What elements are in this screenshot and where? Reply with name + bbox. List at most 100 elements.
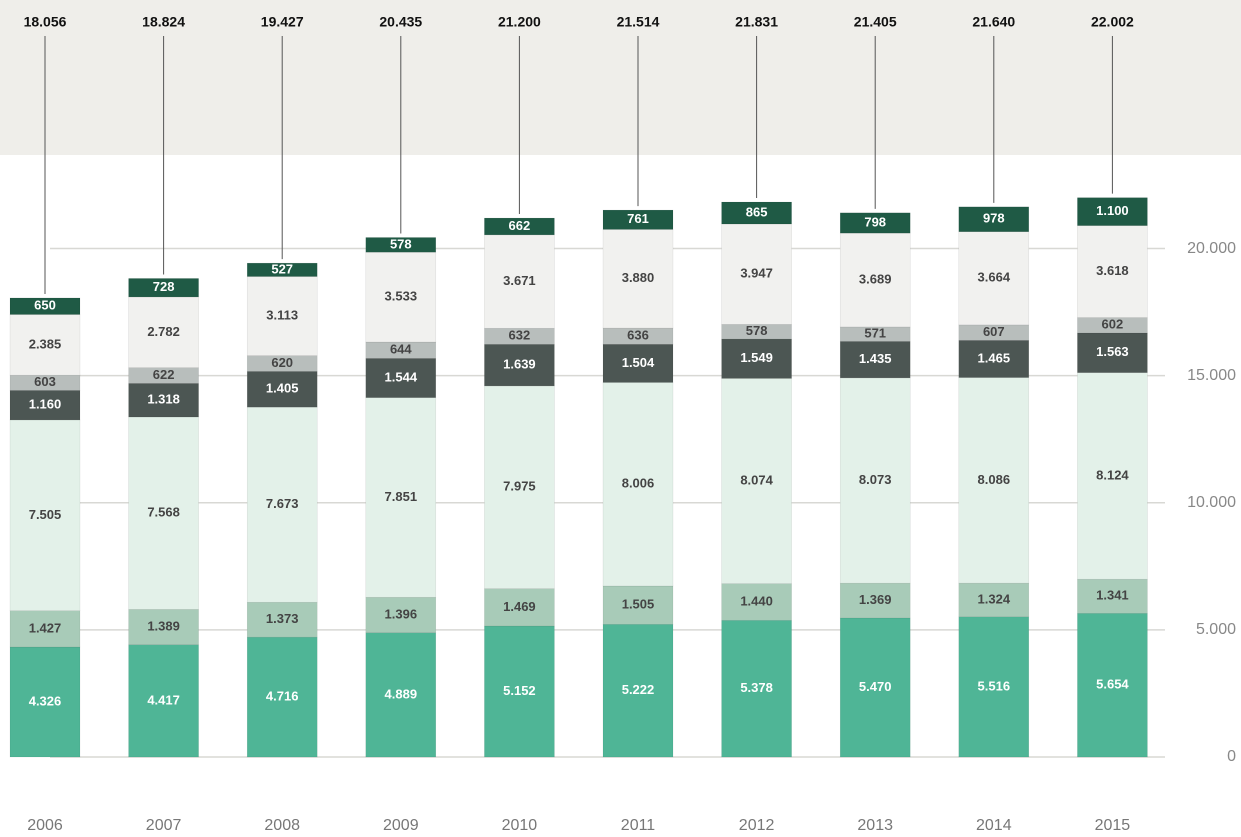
value-label: 632	[509, 328, 531, 343]
bar-segment	[484, 234, 555, 329]
value-label: 1.396	[385, 606, 418, 621]
bar-segment	[602, 209, 674, 230]
value-label: 603	[34, 374, 56, 389]
total-label: 21.640	[972, 14, 1015, 30]
value-label: 1.639	[503, 357, 536, 372]
bar-segment	[128, 383, 199, 418]
value-label: 2.782	[147, 324, 180, 339]
bar-segment	[128, 644, 199, 758]
bar-segment	[9, 390, 81, 421]
top-band	[0, 0, 1241, 155]
bar-segment	[9, 297, 81, 315]
value-label: 3.113	[266, 308, 298, 323]
value-label: 662	[509, 218, 531, 233]
value-label: 5.654	[1096, 677, 1129, 692]
total-label: 18.056	[24, 14, 67, 30]
value-label: 798	[864, 214, 886, 229]
value-label: 5.516	[978, 678, 1011, 693]
value-label: 1.318	[147, 392, 180, 407]
bar-segment	[9, 610, 81, 648]
bar-segment	[958, 324, 1030, 341]
value-label: 1.440	[740, 593, 773, 608]
bar-segment	[721, 201, 792, 225]
value-label: 1.435	[859, 351, 892, 366]
bar-segment	[958, 206, 1030, 232]
bar-segment	[484, 217, 555, 236]
value-label: 7.673	[266, 496, 299, 511]
value-label: 1.373	[266, 611, 299, 626]
value-label: 1.427	[29, 620, 62, 635]
value-label: 644	[390, 342, 412, 357]
bar-segment	[602, 382, 674, 587]
value-label: 602	[1102, 317, 1124, 332]
value-label: 4.417	[147, 692, 180, 707]
value-label: 7.851	[385, 489, 418, 504]
value-label: 7.568	[147, 505, 180, 520]
total-label: 21.514	[617, 14, 660, 30]
value-label: 3.689	[859, 271, 892, 286]
value-label: 620	[271, 355, 293, 370]
bar-segment	[484, 385, 555, 589]
bar-segment	[9, 374, 81, 391]
value-label: 1.469	[503, 599, 536, 614]
x-tick-label: 2013	[857, 817, 893, 834]
total-label: 22.002	[1091, 14, 1134, 30]
value-label: 8.124	[1096, 467, 1129, 482]
value-label: 3.664	[978, 270, 1011, 285]
value-label: 4.326	[29, 693, 62, 708]
total-label: 20.435	[379, 14, 422, 30]
value-label: 8.074	[740, 472, 773, 487]
bar-segment	[365, 397, 437, 598]
bar-segment	[1077, 317, 1148, 334]
value-label: 728	[153, 279, 175, 294]
bar-segment	[1077, 578, 1148, 614]
value-label: 3.533	[385, 289, 418, 304]
value-label: 3.947	[740, 266, 773, 281]
bar-segment	[958, 616, 1030, 758]
total-label: 19.427	[261, 14, 304, 30]
bar-segment	[246, 371, 318, 408]
total-label: 21.200	[498, 14, 541, 30]
bar-segment	[839, 212, 911, 234]
bar-segment	[1077, 225, 1148, 318]
bar-segment	[246, 636, 318, 758]
value-label: 2.385	[29, 336, 62, 351]
x-tick-label: 2011	[621, 817, 656, 834]
total-label: 21.831	[735, 14, 778, 30]
bar-segment	[128, 296, 199, 368]
bar-segment	[246, 276, 318, 356]
bar-segment	[246, 601, 318, 638]
total-label: 21.405	[854, 14, 897, 30]
x-tick-label: 2015	[1095, 817, 1131, 834]
value-label: 761	[627, 211, 649, 226]
bar-segment	[9, 314, 81, 376]
bar-segment	[839, 582, 911, 619]
value-label: 578	[390, 236, 412, 251]
value-label: 5.470	[859, 679, 892, 694]
value-label: 1.563	[1096, 344, 1129, 359]
bar-segment	[246, 406, 318, 603]
y-tick-label: 10.000	[1187, 494, 1236, 511]
x-tick-label: 2008	[264, 817, 300, 834]
bar-segment	[9, 646, 81, 758]
value-label: 1.465	[978, 350, 1011, 365]
bar-segment	[1077, 197, 1148, 226]
value-label: 1.505	[622, 597, 655, 612]
value-label: 1.100	[1096, 203, 1129, 218]
bar-segment	[484, 588, 555, 627]
y-tick-label: 0	[1227, 748, 1236, 765]
bar-segment	[1077, 613, 1148, 758]
value-label: 7.505	[29, 507, 62, 522]
bar-segment	[365, 237, 437, 253]
y-tick-label: 5.000	[1196, 621, 1236, 638]
bar-segment	[9, 419, 81, 611]
bar-segment	[721, 620, 792, 758]
bar-segment	[721, 378, 792, 584]
value-label: 1.504	[622, 355, 655, 370]
value-label: 3.671	[503, 273, 536, 288]
bar-segment	[484, 344, 555, 387]
value-label: 1.544	[385, 369, 418, 384]
value-label: 578	[746, 323, 768, 338]
value-label: 4.889	[385, 686, 418, 701]
bar-segment	[958, 340, 1030, 378]
